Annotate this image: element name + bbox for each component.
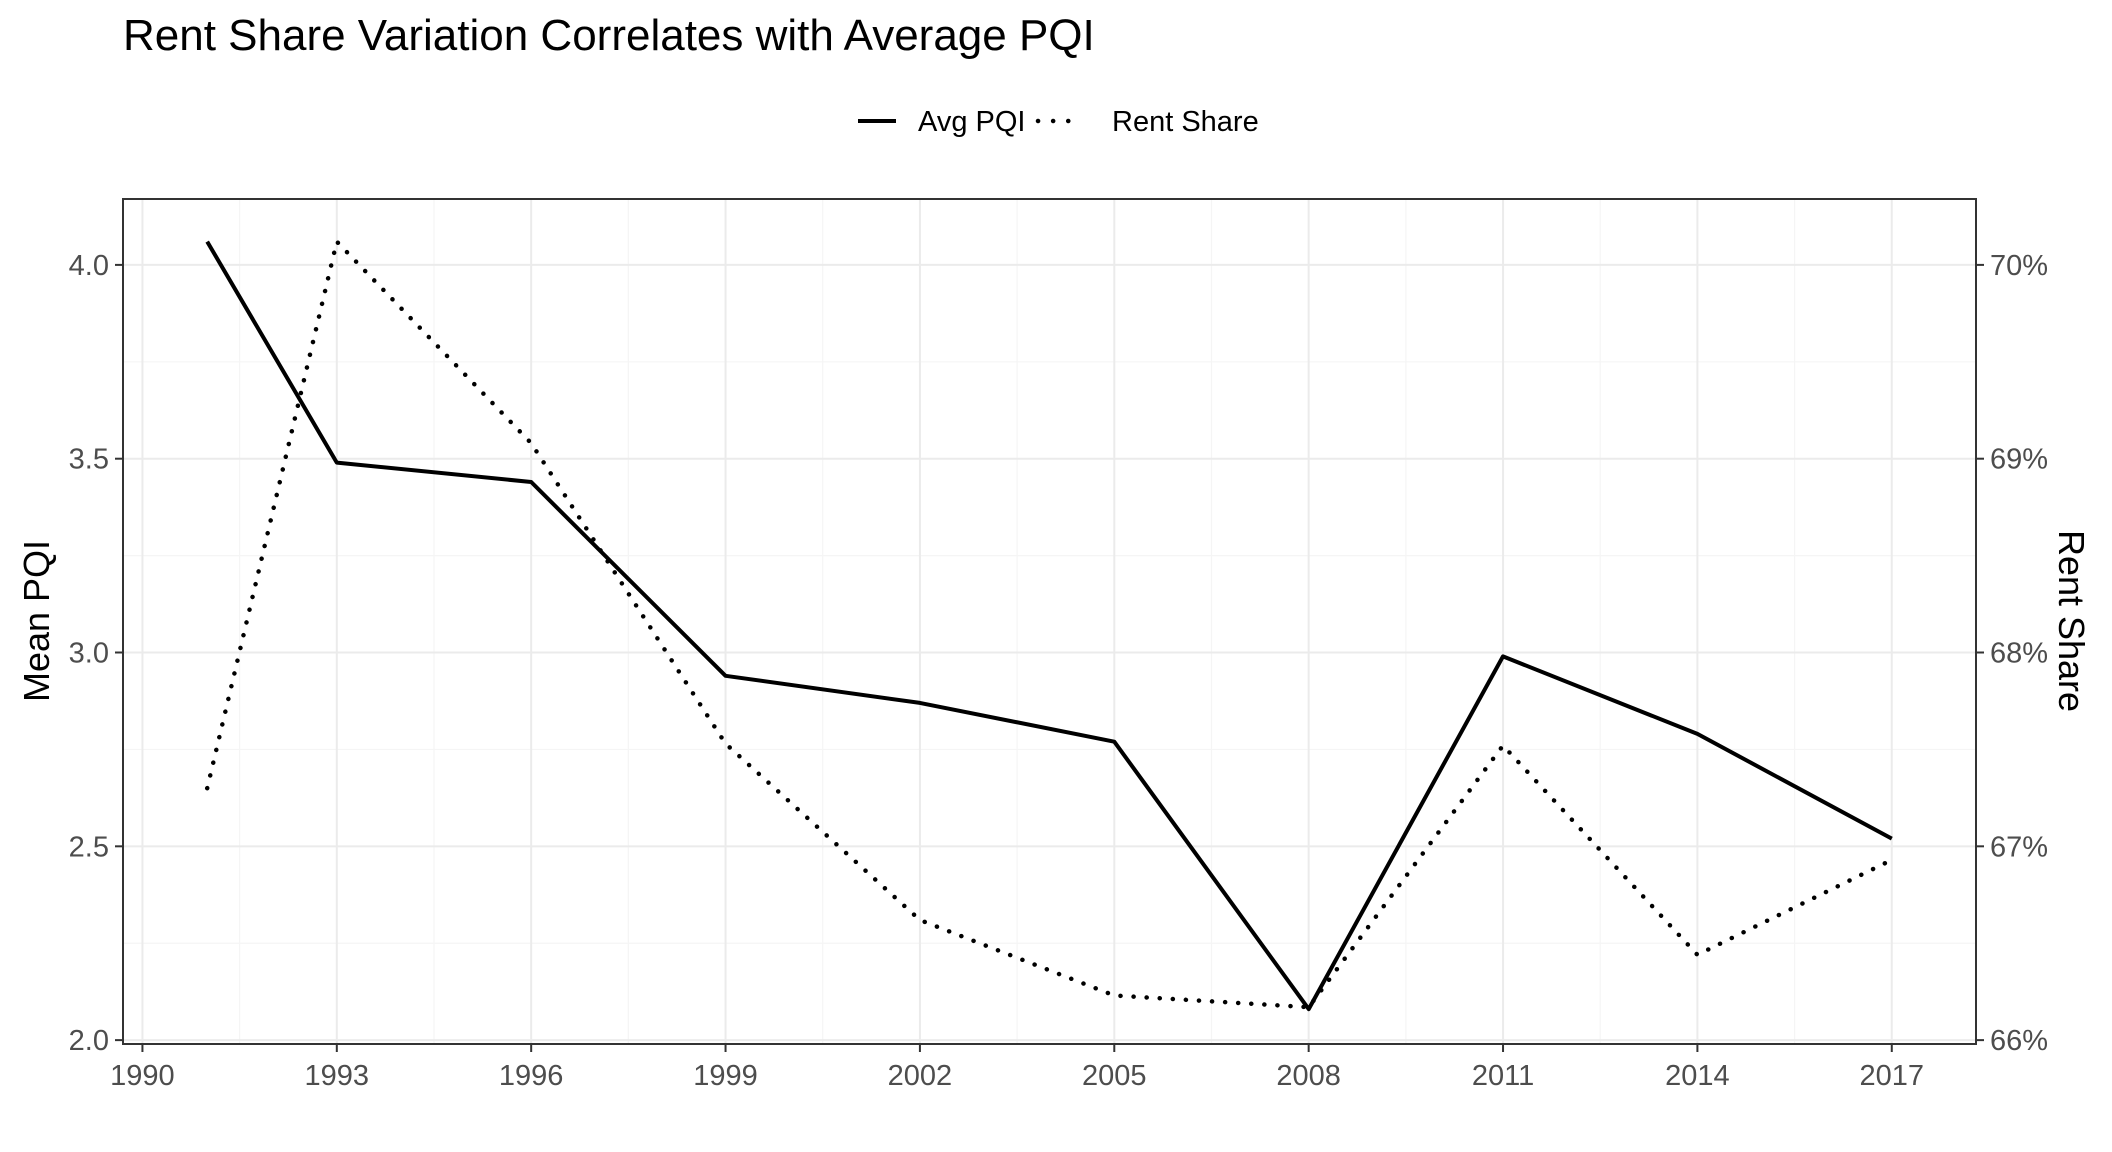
series-line-rent-share: [204, 239, 1895, 1010]
y-tick-label-left: 3.0: [69, 638, 109, 670]
legend-label-avg-pqi: Avg PQI: [918, 106, 1025, 138]
x-tick-label: 2005: [1082, 1060, 1147, 1092]
x-axis: 1990 1993 1996 1999 2002 2005 2008 2011 2014 2017: [110, 1044, 1924, 1092]
x-tick-label: 1996: [499, 1060, 564, 1092]
x-tick-label: 1990: [110, 1060, 175, 1092]
y-axis-title-left: Mean PQI: [16, 540, 57, 702]
y-tick-label-right: 70%: [1990, 250, 2048, 282]
y-tick-label-left: 3.5: [69, 444, 109, 476]
x-tick-label: 2011: [1472, 1060, 1534, 1092]
y-axis-right: 66% 67% 68% 69% 70%: [1976, 250, 2048, 1057]
legend: Avg PQI Rent Share: [858, 106, 1259, 138]
y-tick-label-right: 69%: [1990, 444, 2048, 476]
panel-border: [122, 198, 1977, 1045]
y-tick-label-right: 67%: [1990, 831, 2048, 863]
y-tick-label-right: 66%: [1990, 1025, 2048, 1057]
x-tick-label: 2002: [888, 1060, 953, 1092]
plot-panel: [122, 198, 1977, 1045]
y-tick-label-left: 4.0: [69, 250, 109, 282]
series-layer: [204, 239, 1895, 1012]
x-tick-label: 1999: [693, 1060, 758, 1092]
y-axis-left: 2.0 2.5 3.0 3.5 4.0: [69, 250, 123, 1057]
x-tick-label: 2014: [1665, 1060, 1730, 1092]
x-tick-label: 2008: [1276, 1060, 1341, 1092]
grid-minor: [123, 199, 1976, 1044]
chart-title: Rent Share Variation Correlates with Ave…: [123, 11, 1095, 60]
y-tick-label-right: 68%: [1990, 638, 2048, 670]
y-axis-title-right: Rent Share: [2051, 530, 2092, 712]
y-tick-label-left: 2.0: [69, 1025, 109, 1057]
grid-major: [123, 199, 1976, 1044]
y-tick-label-left: 2.5: [69, 831, 109, 863]
series-line-avg-pqi: [205, 240, 1893, 1012]
x-tick-label: 1993: [305, 1060, 370, 1092]
legend-label-rent-share: Rent Share: [1112, 106, 1259, 138]
x-tick-label: 2017: [1860, 1060, 1925, 1092]
